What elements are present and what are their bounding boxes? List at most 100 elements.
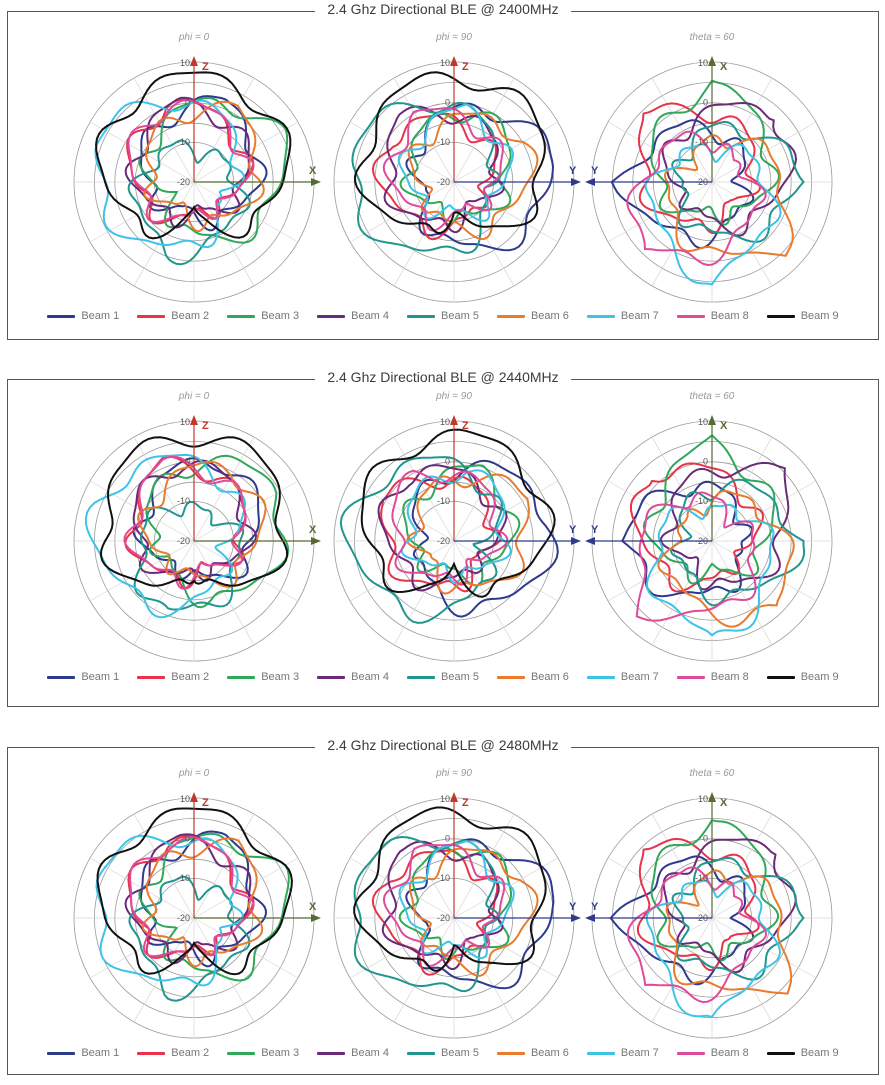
legend-item-beam-3: Beam 3 [227,671,299,683]
panel-title: 2.4 Ghz Directional BLE @ 2480MHz [315,737,571,753]
legend-item-beam-9: Beam 9 [766,671,839,683]
subplot-label: phi = 0 [178,768,210,779]
subplot-label: phi = 0 [178,32,210,43]
beam-curve-1 [609,855,755,986]
grid-spoke [453,917,515,1023]
beam-curve-6 [407,112,539,241]
radial-tick-label: 0 [703,457,708,467]
legend-item-beam-2: Beam 2 [137,310,209,322]
legend-swatch [317,1051,346,1055]
radial-tick-label: 0 [185,457,190,467]
radial-tick-label: 10 [180,417,190,427]
legend-swatch [766,314,795,318]
radial-tick-label: 0 [185,834,190,844]
grid-spoke [651,813,713,919]
legend-label: Beam 6 [530,671,569,683]
grid-spoke [651,917,713,1023]
grid-spoke [453,181,515,287]
radial-tick-label: -20 [177,177,190,187]
legend-swatch [676,675,705,679]
radial-tick-label: 0 [703,98,708,108]
radial-tick-label: -10 [437,137,450,147]
axis-arrow-horizontal [311,178,321,186]
axis-label-vertical: Z [462,61,469,73]
radial-tick-label: 10 [698,58,708,68]
legend-label: Beam 4 [351,310,390,322]
axis-label-horizontal: X [309,524,317,536]
axis-arrow-vertical [450,792,458,802]
beam-curve-8 [127,99,255,223]
axis-label-horizontal: X [309,165,317,177]
legend-label: Beam 9 [800,310,839,322]
grid-spoke [711,540,773,646]
beam-curve-5 [671,856,805,981]
beam-curve-8 [626,130,767,267]
beam-curve-5 [133,500,245,611]
grid-spoke [453,917,559,979]
axis-arrow-horizontal [311,914,321,922]
legend-label: Beam 6 [530,310,569,322]
legend-swatch [227,314,256,318]
radial-tick-label: -20 [177,536,190,546]
beam-curve-5 [671,120,805,244]
axis-label-horizontal: Y [591,524,599,536]
legend-label: Beam 7 [620,1047,659,1059]
radial-tick-label: -10 [177,873,190,883]
beam-curve-6 [406,473,530,595]
legend-label: Beam 8 [710,310,749,322]
axis-arrow-horizontal [311,537,321,545]
subplot-label: phi = 90 [435,32,472,43]
axis-label-vertical: Z [202,797,209,809]
legend-swatch [407,1051,436,1055]
legend-item-beam-9: Beam 9 [766,1047,839,1059]
grid-spoke [133,436,195,542]
axis-label-horizontal: Y [569,524,577,536]
radial-tick-label: 10 [698,794,708,804]
grid-spoke [133,181,195,287]
beam-curve-1 [405,102,555,252]
legend-item-beam-3: Beam 3 [227,1047,299,1059]
radial-tick-label: -20 [437,536,450,546]
beam-curve-9 [353,71,546,235]
axis-label-vertical: X [720,61,728,73]
legend-item-beam-2: Beam 2 [137,671,209,683]
beam-curve-6 [141,837,264,968]
grid-spoke [711,181,817,243]
grid-spoke [453,540,515,646]
axis-arrow-vertical [190,415,198,425]
axis-label-horizontal: X [309,901,317,913]
axis-label-vertical: Z [202,61,209,73]
axis-arrow-horizontal [585,178,595,186]
legend-item-beam-5: Beam 5 [407,1047,479,1059]
beam-curve-9 [96,807,293,976]
chart-panel-2480mhz: 2.4 Ghz Directional BLE @ 2480MHz phi = … [7,737,879,1075]
legend-swatch [47,314,76,318]
legend-item-beam-7: Beam 7 [586,310,659,322]
legend-swatch [227,1051,256,1055]
legend-swatch [137,314,166,318]
grid-spoke [349,917,455,979]
beam-curve-4 [377,464,508,592]
grid-spoke [193,77,255,183]
radial-tick-label: -20 [437,177,450,187]
radial-tick-label: -20 [437,913,450,923]
radial-tick-label: 10 [440,417,450,427]
legend-label: Beam 5 [441,671,479,683]
beam-curve-1 [405,838,555,990]
axis-arrow-vertical [190,792,198,802]
grid-spoke [711,813,773,919]
beam-curve-4 [383,105,505,234]
grid-spoke [711,436,773,542]
legend-label: Beam 1 [81,671,120,683]
radial-tick-label: 10 [180,794,190,804]
legend-swatch [496,1051,525,1055]
grid-spoke [193,540,299,602]
grid-spoke [393,436,455,542]
grid-spoke [453,540,559,602]
polar-subplot: phi = 90 10 0 -10 -20 Z Y [333,32,581,303]
axis-arrow-vertical [708,792,716,802]
beam-curve-3 [650,819,780,962]
axis-arrow-horizontal [585,914,595,922]
radial-tick-label: 0 [445,457,450,467]
